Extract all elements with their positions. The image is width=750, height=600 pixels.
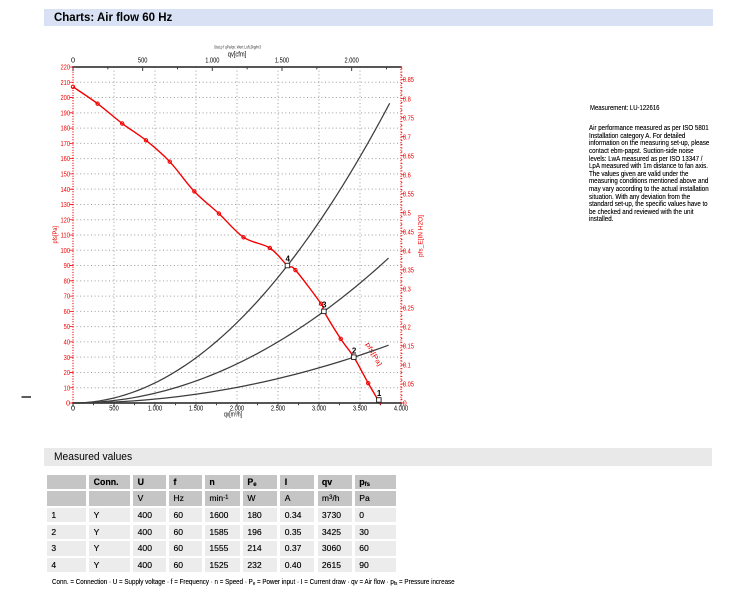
svg-text:10: 10 <box>64 383 70 392</box>
svg-text:80: 80 <box>64 276 70 285</box>
svg-text:1.500: 1.500 <box>189 403 203 412</box>
svg-text:120: 120 <box>61 215 71 224</box>
svg-text:0.2: 0.2 <box>403 325 411 332</box>
svg-text:4: 4 <box>286 255 291 264</box>
svg-text:160: 160 <box>61 154 71 163</box>
svg-text:180: 180 <box>61 124 71 133</box>
svg-text:0: 0 <box>403 401 407 408</box>
svg-text:qv[m³/h]: qv[m³/h] <box>224 412 242 419</box>
svg-text:210: 210 <box>61 78 71 87</box>
svg-text:0.85: 0.85 <box>403 77 414 84</box>
svg-text:1.000: 1.000 <box>148 403 162 412</box>
svg-text:pfs[Pa]: pfs[Pa] <box>364 342 383 368</box>
svg-text:100: 100 <box>61 246 71 255</box>
svg-text:200: 200 <box>61 93 71 102</box>
svg-text:0.25: 0.25 <box>403 305 414 312</box>
svg-text:140: 140 <box>61 185 71 194</box>
svg-text:2.000: 2.000 <box>230 403 244 412</box>
svg-text:3.000: 3.000 <box>312 403 326 412</box>
svg-text:110: 110 <box>61 231 71 240</box>
svg-text:500: 500 <box>109 403 119 412</box>
svg-text:qv[cfm]: qv[cfm] <box>228 50 247 59</box>
svg-text:150: 150 <box>61 170 71 179</box>
svg-text:0: 0 <box>71 403 75 412</box>
svg-text:1.500: 1.500 <box>275 55 289 64</box>
svg-text:0.5: 0.5 <box>403 210 411 217</box>
svg-text:0.35: 0.35 <box>403 267 414 274</box>
svg-text:0.4: 0.4 <box>403 248 411 255</box>
svg-text:220: 220 <box>61 63 71 72</box>
svg-text:0.65: 0.65 <box>403 153 414 160</box>
svg-text:90: 90 <box>64 261 70 270</box>
svg-text:0.15: 0.15 <box>403 344 414 351</box>
svg-text:3: 3 <box>322 300 327 309</box>
svg-text:0.7: 0.7 <box>403 134 411 141</box>
svg-text:500: 500 <box>138 55 148 64</box>
svg-text:0.45: 0.45 <box>403 229 414 236</box>
svg-text:50: 50 <box>64 322 70 331</box>
svg-text:0.8: 0.8 <box>403 96 411 103</box>
svg-text:p​fs​[Pa]: p​fs​[Pa] <box>52 226 59 244</box>
svg-text:0.05: 0.05 <box>403 382 414 389</box>
svg-text:190: 190 <box>61 108 71 117</box>
svg-text:0: 0 <box>71 55 75 64</box>
svg-text:Stat.p f qPa/qv: Wert Luft,3kg: Stat.p f qPa/qv: Wert Luft,3kg/m3 <box>214 44 261 49</box>
svg-text:0.3: 0.3 <box>403 286 411 293</box>
svg-text:0.75: 0.75 <box>403 115 414 122</box>
svg-text:130: 130 <box>61 200 71 209</box>
svg-text:30: 30 <box>64 353 70 362</box>
svg-text:40: 40 <box>64 338 70 347</box>
svg-text:20: 20 <box>64 368 70 377</box>
svg-text:0.55: 0.55 <box>403 191 414 198</box>
svg-text:170: 170 <box>61 139 71 148</box>
svg-text:pfs_E[IN H2O]: pfs_E[IN H2O] <box>417 215 424 257</box>
svg-text:2.000: 2.000 <box>345 55 359 64</box>
svg-text:3.500: 3.500 <box>353 403 367 412</box>
svg-text:0: 0 <box>66 399 70 408</box>
svg-text:1: 1 <box>377 389 382 398</box>
svg-text:60: 60 <box>64 307 70 316</box>
svg-text:2.500: 2.500 <box>271 403 285 412</box>
svg-text:2: 2 <box>352 346 357 355</box>
svg-text:70: 70 <box>64 292 70 301</box>
svg-text:1.000: 1.000 <box>205 55 219 64</box>
svg-text:0.6: 0.6 <box>403 172 411 179</box>
svg-text:0.1: 0.1 <box>403 363 411 370</box>
svg-text:4.000: 4.000 <box>394 403 408 412</box>
